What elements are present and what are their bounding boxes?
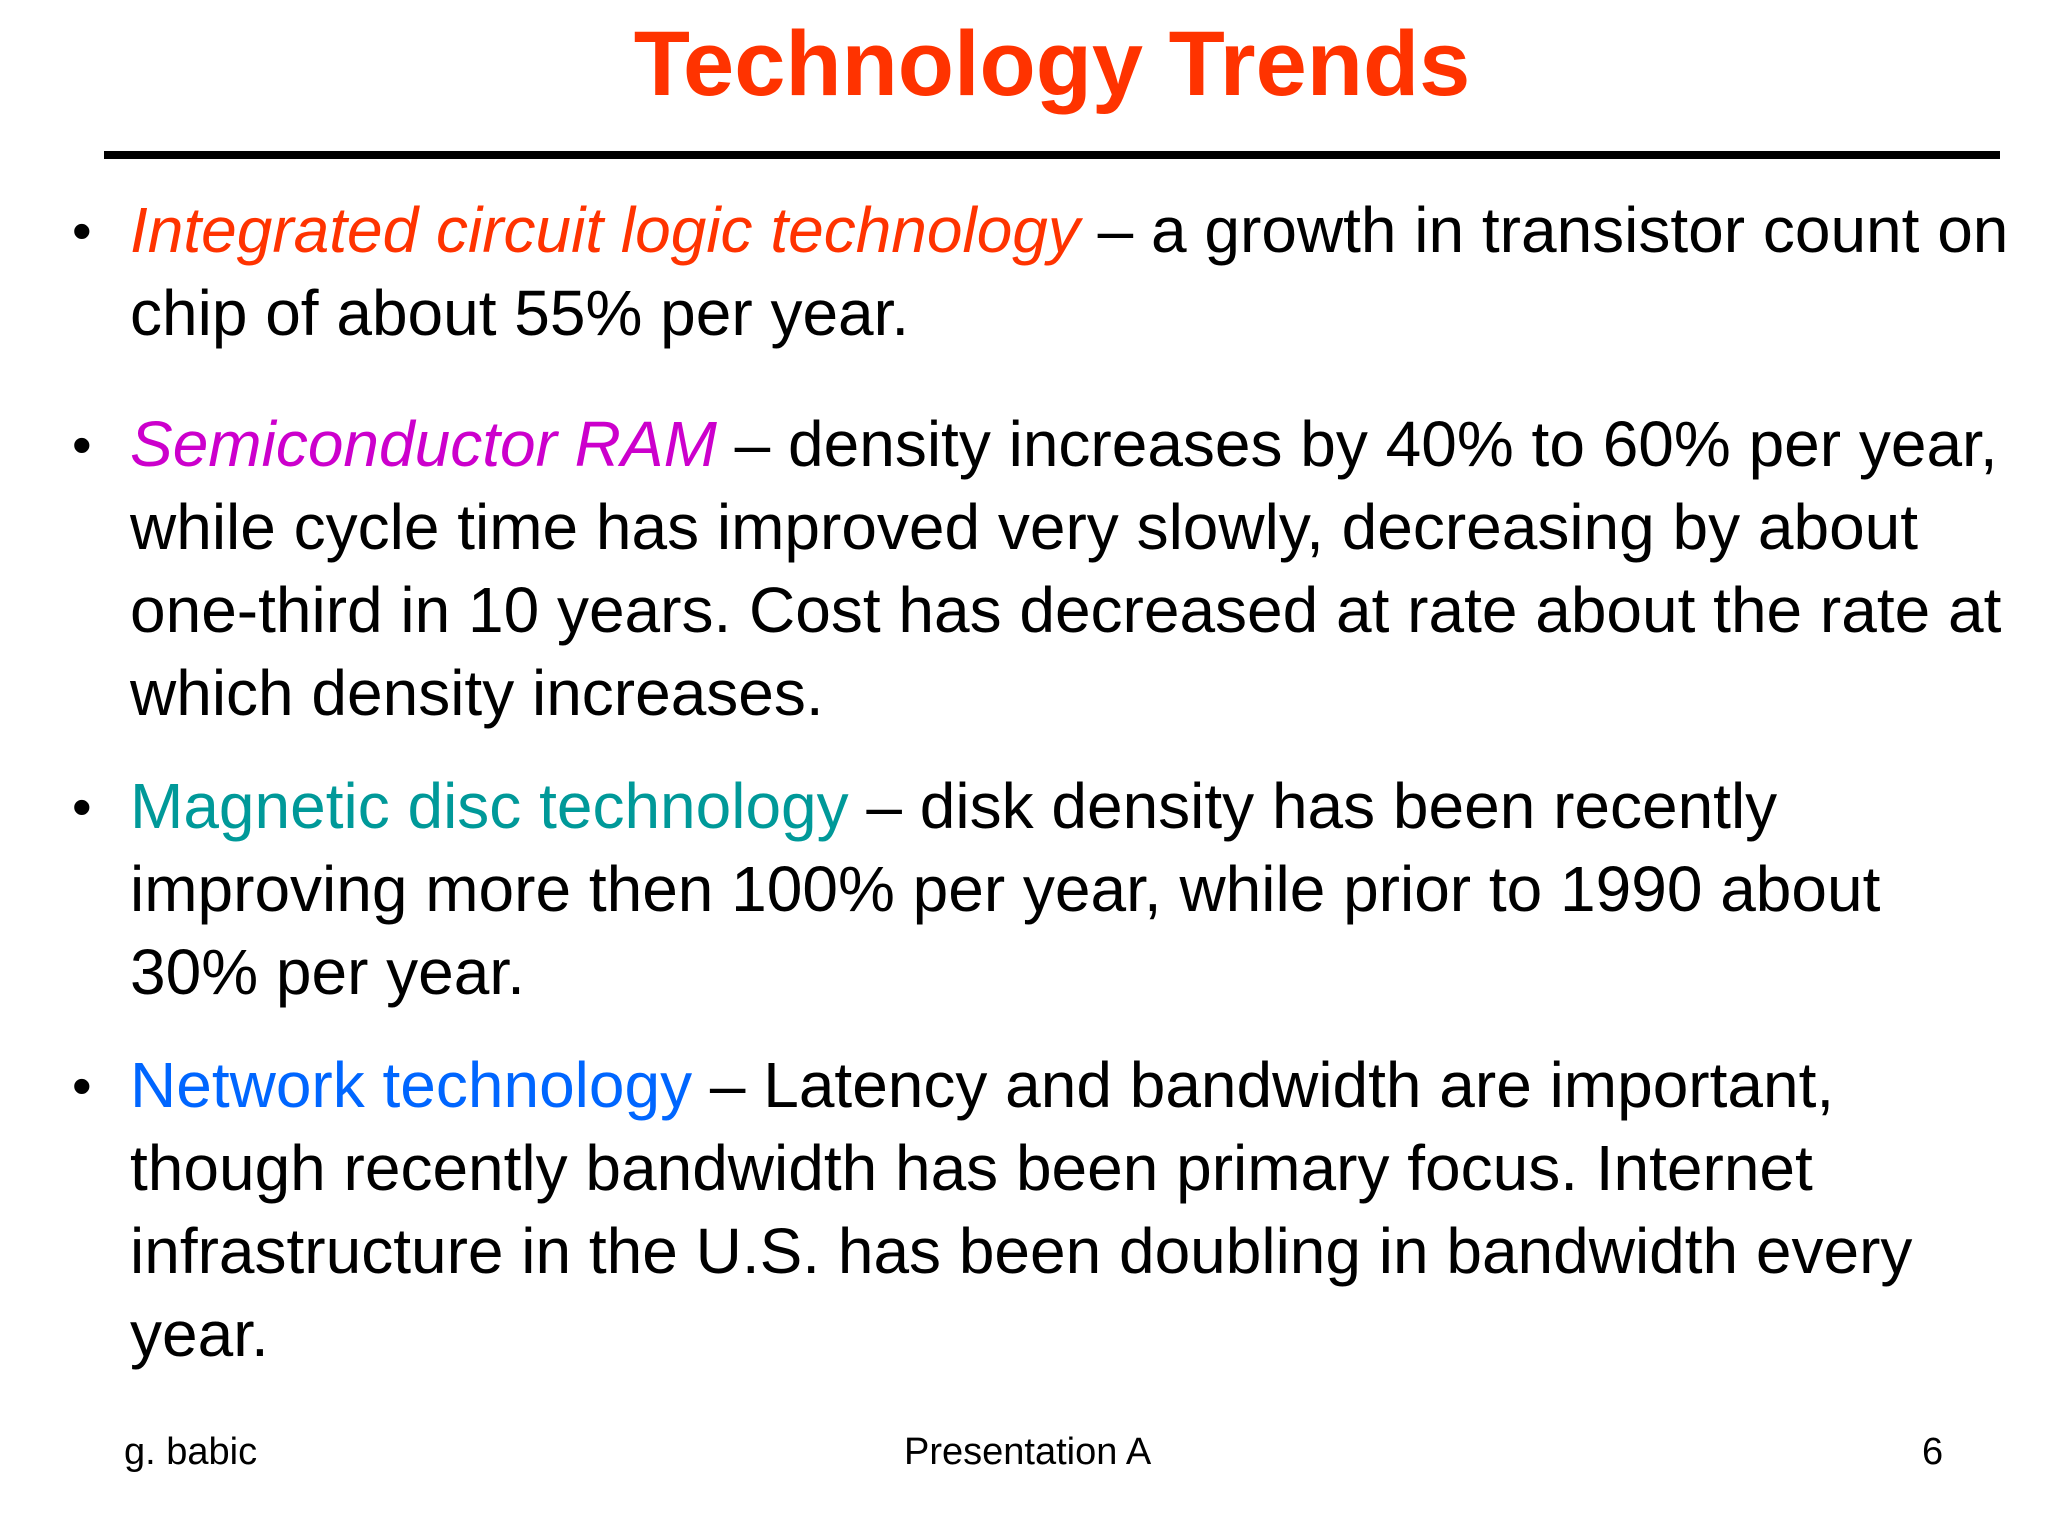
title-divider	[104, 151, 2000, 159]
bullet-item: • Magnetic disc technology – disk densit…	[72, 765, 2010, 1014]
bullet-term: Integrated circuit logic technology	[130, 194, 1080, 266]
bullet-text: – a growth in transistor count on chip o…	[130, 194, 2009, 349]
bullet-text: – Latency and bandwidth are important, t…	[130, 1049, 1913, 1370]
bullet-dot: •	[72, 775, 92, 838]
bullet-item: • Integrated circuit logic technology – …	[72, 189, 2010, 355]
bullet-item: • Network technology – Latency and bandw…	[72, 1044, 2010, 1376]
slide-title: Technology Trends	[633, 13, 1471, 115]
bullet-dot: •	[72, 1054, 92, 1117]
bullet-text: – disk density has been recently improvi…	[130, 770, 1881, 1008]
bullet-dot: •	[72, 199, 92, 262]
bullet-text: – density increases by 40% to 60% per ye…	[130, 408, 2002, 729]
bullet-item: • Semiconductor RAM – density increases …	[72, 403, 2010, 735]
footer-presentation: Presentation A	[904, 1431, 1152, 1473]
footer-author: g. babic	[124, 1431, 258, 1473]
bullet-dot: •	[72, 413, 92, 476]
bullet-term: Semiconductor RAM	[130, 408, 717, 480]
footer-page-number: 6	[1922, 1431, 1944, 1473]
bullet-list: • Integrated circuit logic technology – …	[72, 189, 2010, 1376]
bullet-term: Network technology	[130, 1049, 693, 1121]
bullet-term: Magnetic disc technology	[130, 770, 849, 842]
